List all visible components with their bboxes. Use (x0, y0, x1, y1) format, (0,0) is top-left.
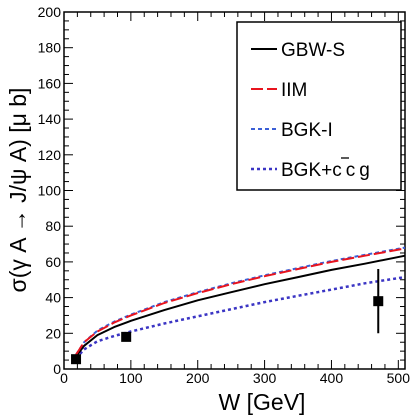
y-tick-label: 100 (38, 183, 62, 199)
legend-label-bgk-ccg: BGK+c c g (281, 160, 370, 181)
y-axis-title: σ(γ A → J/ψ A) [μ b] (5, 88, 31, 293)
x-tick-label: 200 (186, 370, 210, 386)
y-tick-label: 120 (38, 147, 62, 163)
y-tick-label: 80 (45, 218, 61, 234)
x-tick-label: 300 (253, 370, 277, 386)
x-tick-label: 0 (60, 370, 68, 386)
y-tick-label: 140 (38, 111, 62, 127)
y-tick-label: 0 (53, 361, 61, 377)
legend-label-iim: IIM (281, 80, 307, 101)
y-tick-label: 20 (45, 325, 61, 341)
x-tick-label: 400 (320, 370, 344, 386)
data-points (71, 269, 384, 365)
legend-cbar-glyph: c (346, 160, 356, 181)
y-tick-label: 200 (38, 4, 62, 20)
series-line-1 (75, 247, 406, 356)
x-tick-label: 500 (387, 370, 411, 386)
x-tick-label: 100 (119, 370, 143, 386)
legend-label-bgk-i: BGK-I (281, 120, 333, 141)
y-tick-label: 40 (45, 290, 61, 306)
y-tick-label: 60 (45, 254, 61, 270)
series-line-0 (75, 254, 406, 358)
x-axis-title: W [GeV] (219, 389, 306, 415)
data-point (121, 331, 132, 342)
series-curves (75, 246, 406, 360)
legend: GBW-S IIM BGK-I BGK+c c g (236, 21, 402, 191)
legend-label-gbw-s: GBW-S (281, 40, 345, 61)
y-tick-label: 180 (38, 40, 62, 56)
y-tick-label: 160 (38, 75, 62, 91)
data-point (373, 296, 384, 307)
axis-tick-labels: 0 100 200 300 400 500 0 20 40 60 80 100 120 140 160 180… (38, 4, 411, 386)
data-point (71, 354, 82, 365)
